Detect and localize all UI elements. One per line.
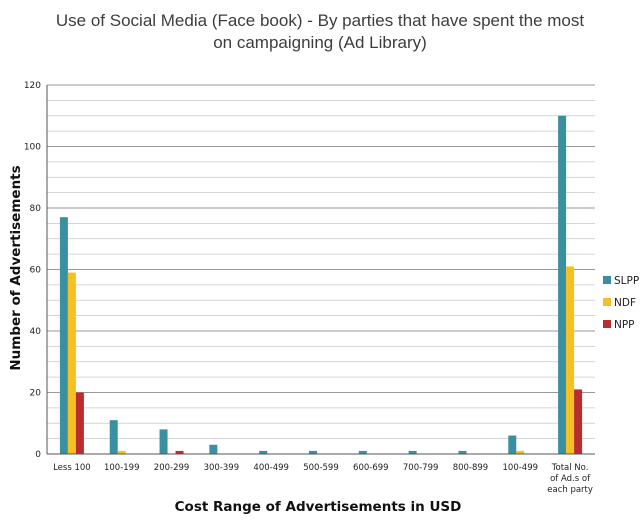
bar-npp: [175, 450, 184, 454]
x-tick-label: each party: [547, 485, 593, 495]
chart-title-line-1: Use of Social Media (Face book) - By par…: [55, 11, 585, 30]
bar-slpp: [159, 429, 168, 454]
legend-swatch-npp: [603, 320, 611, 328]
x-axis-title: Cost Range of Advertisements in USD: [175, 499, 462, 515]
legend-label-npp: NPP: [614, 319, 635, 331]
axes: [46, 85, 595, 455]
bar-ndf: [67, 272, 76, 454]
bar-slpp: [209, 444, 218, 454]
y-tick-label: 0: [35, 450, 41, 460]
x-tick-label: 100-199: [104, 463, 140, 473]
bar-slpp: [508, 435, 517, 454]
bar-ndf: [117, 450, 126, 454]
bar-slpp: [358, 450, 367, 454]
y-tick-label: 100: [24, 143, 41, 153]
chart-title-line-2: on campaigning (Ad Library): [213, 33, 427, 52]
bar-slpp: [558, 115, 567, 454]
legend-label-slpp: SLPP: [614, 275, 639, 287]
bar-slpp: [458, 450, 467, 454]
bar-ndf: [566, 266, 575, 454]
x-tick-labels: Less 100 100-199 200-299 300-399 400-499 500-…: [53, 463, 593, 495]
bar-npp: [574, 389, 583, 454]
bars: [59, 115, 583, 454]
x-tick-label: 800-899: [453, 463, 489, 473]
legend: SLPP NDF NPP: [603, 275, 639, 331]
y-tick-label: 60: [30, 266, 42, 276]
legend-label-ndf: NDF: [614, 297, 636, 309]
x-tick-label: 100-499: [503, 463, 539, 473]
bar-slpp: [59, 217, 68, 454]
x-tick-label: 700-799: [403, 463, 439, 473]
y-tick-labels: 0 20 40 60 80 100 120: [24, 81, 41, 460]
bar-npp: [75, 392, 84, 454]
x-tick-label: of Ad.s of: [550, 474, 591, 484]
y-tick-label: 20: [30, 389, 42, 399]
y-tick-label: 120: [24, 81, 41, 91]
x-tick-label: Total No.: [551, 463, 589, 473]
x-tick-label: 200-299: [154, 463, 190, 473]
x-tick-label: 500-599: [303, 463, 339, 473]
bar-slpp: [109, 420, 118, 454]
x-tick-label: 600-699: [353, 463, 389, 473]
legend-swatch-ndf: [603, 298, 611, 306]
x-tick-label: 300-399: [204, 463, 240, 473]
y-tick-label: 40: [30, 327, 42, 337]
bar-slpp: [408, 450, 417, 454]
gridlines: [47, 84, 595, 455]
chart-title: Use of Social Media (Face book) - By par…: [0, 10, 640, 54]
y-tick-label: 80: [30, 204, 42, 214]
bar-slpp: [259, 450, 268, 454]
x-tick-label: Less 100: [53, 463, 91, 473]
x-tick-label: 400-499: [253, 463, 289, 473]
legend-swatch-slpp: [603, 276, 611, 284]
bar-slpp: [309, 450, 317, 454]
y-axis-title: Number of Advertisements: [8, 165, 24, 370]
bar-ndf: [516, 450, 525, 454]
